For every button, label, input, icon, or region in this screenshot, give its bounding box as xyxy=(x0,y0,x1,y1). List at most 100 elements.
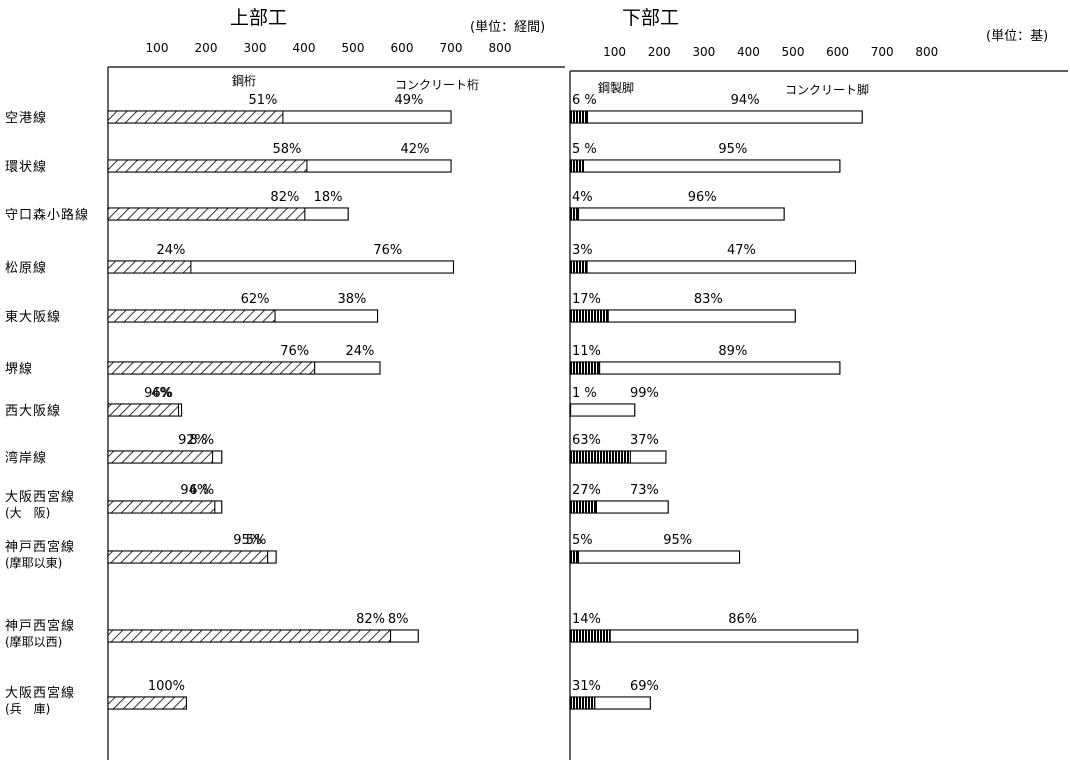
upper-pct-label: 24% xyxy=(345,344,374,359)
upper-pct-label: 96% xyxy=(144,386,173,401)
upper-pct-label: 92% xyxy=(178,433,207,448)
lower-pct-label: 5% xyxy=(572,533,593,548)
lower-bar-seg-steel xyxy=(569,629,611,643)
upper-tick-label: 300 xyxy=(244,41,267,55)
upper-tick-label: 500 xyxy=(342,41,365,55)
lower-pct-label: 11% xyxy=(572,344,601,359)
upper-pct-label: 18% xyxy=(314,190,343,205)
upper-pct-label: 49% xyxy=(395,93,424,108)
upper-pct-label: 8 % xyxy=(189,433,214,448)
upper-bar-seg-steel xyxy=(107,110,284,124)
upper-pct-label: 6 % xyxy=(189,483,214,498)
upper-bar-seg-steel xyxy=(107,207,306,221)
bars-group: 51% 49%58% 42%82% 18%24% 76%62% 38%76% 24%96%4… xyxy=(107,93,863,710)
upper-bar-seg-steel xyxy=(107,309,276,323)
upper-pct-label: 100% xyxy=(148,679,185,694)
lower-bar-seg-concrete xyxy=(577,550,740,564)
category-label: 空港線 xyxy=(5,110,47,126)
lower-title: 下部工 xyxy=(622,7,679,29)
lower-bar-seg-steel xyxy=(569,207,580,221)
upper-bar-seg-concrete xyxy=(390,629,419,643)
upper-bar-seg-concrete xyxy=(314,361,381,375)
upper-bar-seg-concrete xyxy=(282,110,452,124)
upper-bar-seg-concrete xyxy=(304,207,349,221)
upper-tick-label: 600 xyxy=(391,41,414,55)
lower-pct-label: 94% xyxy=(731,93,760,108)
lower-bar-seg-concrete xyxy=(607,309,796,323)
lower-bar-seg-steel xyxy=(569,260,588,274)
upper-tick-label: 400 xyxy=(293,41,316,55)
upper-bar-seg-steel xyxy=(107,159,308,173)
upper-tick-label: 800 xyxy=(489,41,512,55)
category-label: 大阪西宮線 xyxy=(5,685,75,701)
upper-bar-seg-steel xyxy=(107,550,269,564)
upper-pct-label: 8% xyxy=(388,612,409,627)
lower-bar-seg-steel xyxy=(569,696,596,710)
lower-bar-seg-steel xyxy=(569,361,601,375)
category-note: (兵 庫) xyxy=(5,702,50,716)
lower-bar-seg-steel xyxy=(569,110,589,124)
lower-pct-label: 69% xyxy=(630,679,659,694)
lower-tick-label: 600 xyxy=(826,45,849,59)
lower-pct-label: 37% xyxy=(630,433,659,448)
upper-bar-seg-concrete xyxy=(178,403,182,417)
upper-pct-label: 38% xyxy=(337,292,366,307)
upper-bar-seg-concrete xyxy=(212,450,223,464)
category-label: 東大阪線 xyxy=(5,309,61,325)
lower-tick-label: 400 xyxy=(737,45,760,59)
lower-bar-seg-concrete xyxy=(599,361,841,375)
upper-pct-label: 42% xyxy=(401,142,430,157)
upper-tick-label: 200 xyxy=(195,41,218,55)
lower-tick-label: 800 xyxy=(915,45,938,59)
upper-pct-label: 82% xyxy=(356,612,385,627)
category-label: 堺線 xyxy=(5,361,33,377)
upper-bar-seg-steel xyxy=(107,450,214,464)
lower-pct-label: 14% xyxy=(572,612,601,627)
lower-bar-seg-concrete xyxy=(595,500,669,514)
lower-bar-seg-steel xyxy=(569,550,579,564)
lower-tick-label: 500 xyxy=(782,45,805,59)
lower-pct-label: 95% xyxy=(718,142,747,157)
upper-bar-seg-concrete xyxy=(190,260,454,274)
lower-legend-steel: 鋼製脚 xyxy=(598,80,634,95)
lower-pct-label: 4% xyxy=(572,190,593,205)
lower-bar-seg-concrete xyxy=(570,403,636,417)
upper-pct-label: 4% xyxy=(151,386,172,401)
upper-bar-seg-concrete xyxy=(306,159,452,173)
category-note: (摩耶以東) xyxy=(5,555,62,570)
lower-bar-seg-steel xyxy=(569,309,609,323)
category-label: 湾岸線 xyxy=(5,450,47,466)
upper-pct-label: 62% xyxy=(241,292,270,307)
lower-pct-label: 47% xyxy=(727,243,756,258)
axes-group: 100 200 300 400 500 600 700 800 100 200 300 400 500 6… xyxy=(107,41,1068,760)
upper-bar-seg-concrete xyxy=(274,309,378,323)
lower-bar-seg-steel xyxy=(569,450,631,464)
lower-bar-seg-concrete xyxy=(582,159,841,173)
lower-bar-seg-concrete xyxy=(609,629,859,643)
lower-bar-seg-concrete xyxy=(629,450,667,464)
upper-unit: (単位：経間) xyxy=(470,19,545,35)
lower-pct-label: 89% xyxy=(718,344,747,359)
upper-tick-label: 700 xyxy=(440,41,463,55)
upper-bar-seg-steel xyxy=(107,361,316,375)
lower-pct-label: 95% xyxy=(663,533,692,548)
upper-title: 上部工 xyxy=(230,7,287,29)
upper-legend-concrete: コンクリート桁 xyxy=(395,78,479,92)
category-label: 守口森小路線 xyxy=(5,207,89,223)
upper-pct-label: 76% xyxy=(280,344,309,359)
lower-pct-label: 31% xyxy=(572,679,601,694)
lower-pct-label: 73% xyxy=(630,483,659,498)
upper-pct-label: 76% xyxy=(373,243,402,258)
upper-pct-label: 51% xyxy=(248,93,277,108)
lower-pct-label: 6 % xyxy=(572,93,597,108)
lower-tick-label: 300 xyxy=(692,45,715,59)
lower-pct-label: 99% xyxy=(630,386,659,401)
category-note: (摩耶以西) xyxy=(5,634,62,649)
upper-bar-seg-steel xyxy=(107,260,192,274)
upper-pct-label: 94% xyxy=(180,483,209,498)
upper-pct-label: 24% xyxy=(156,243,185,258)
lower-unit: (単位：基) xyxy=(986,28,1048,44)
upper-pct-label: 95% xyxy=(233,533,262,548)
